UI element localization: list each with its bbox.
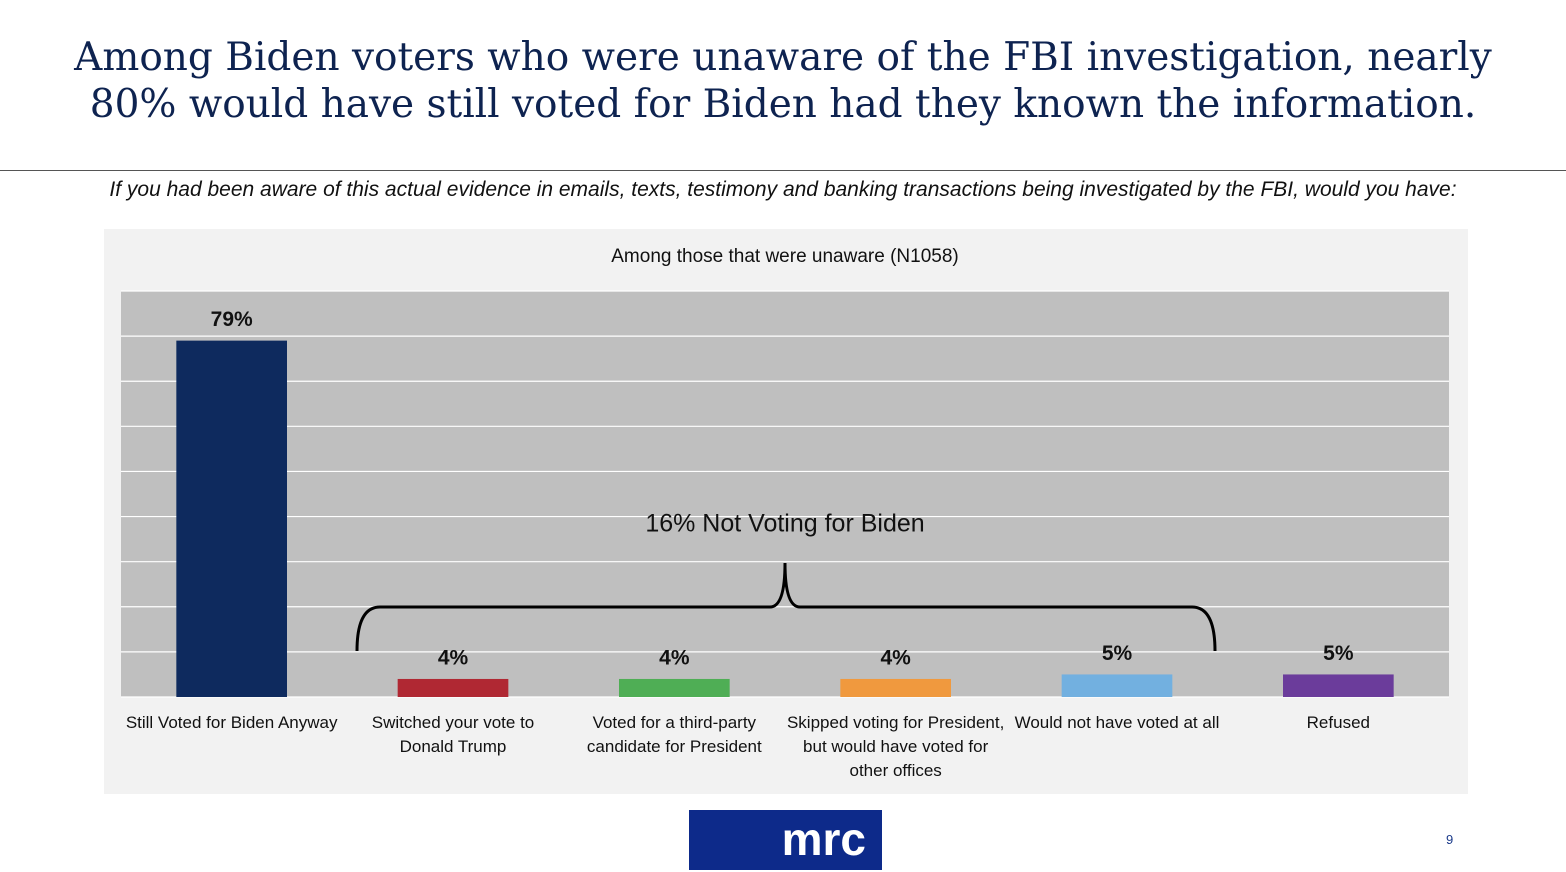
slide-title: Among Biden voters who were unaware of t… — [74, 35, 1492, 127]
bar — [176, 340, 287, 697]
value-label: 4% — [659, 647, 690, 670]
plot-area — [121, 291, 1449, 697]
x-tick-label: Would not have voted at all — [1014, 713, 1220, 732]
page-number: 9 — [1446, 832, 1454, 847]
logo: mrc — [689, 810, 882, 870]
x-tick-label: Refused — [1306, 713, 1370, 732]
x-tick-label: Still Voted for Biden Anyway — [125, 713, 338, 732]
value-label: 5% — [1102, 642, 1133, 665]
x-tick-label: Skipped voting for President, but would … — [786, 713, 1005, 780]
bar — [1283, 674, 1394, 697]
chart-title: Among those that were unaware (N1058) — [611, 246, 958, 267]
brace — [355, 562, 1217, 652]
question: If you had been aware of this actual evi… — [109, 178, 1457, 201]
x-tick-label: Voted for a third-party candidate for Pr… — [586, 713, 762, 756]
value-label: 4% — [438, 647, 469, 670]
divider — [0, 170, 1566, 171]
bar — [397, 678, 509, 697]
bar — [619, 678, 730, 697]
annotation: 16% Not Voting for Biden — [645, 510, 924, 538]
bar — [840, 678, 951, 697]
value-label: 5% — [1323, 642, 1354, 665]
value-label: 79% — [211, 308, 253, 331]
value-label: 4% — [880, 647, 911, 670]
bar — [1061, 674, 1173, 697]
x-tick-label: Switched your vote to Donald Trump — [371, 713, 535, 756]
